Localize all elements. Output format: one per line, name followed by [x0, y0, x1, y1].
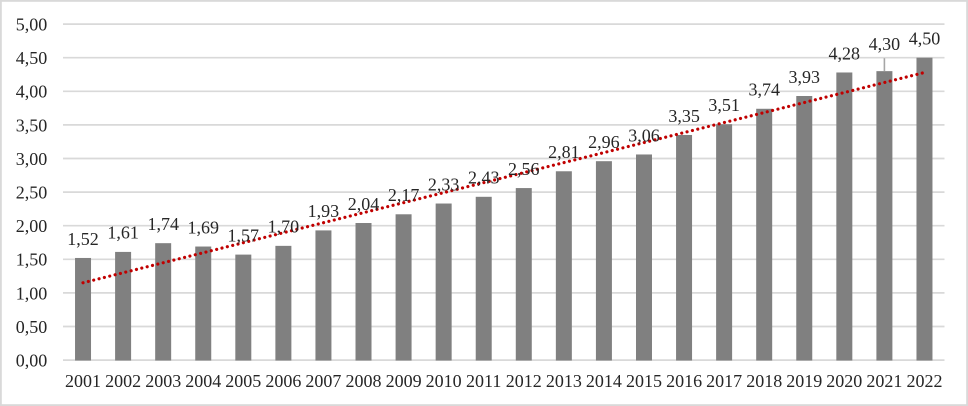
svg-text:3,35: 3,35: [668, 106, 700, 126]
svg-text:2,17: 2,17: [388, 185, 420, 205]
svg-text:2003: 2003: [145, 371, 181, 391]
svg-text:2022: 2022: [907, 371, 943, 391]
svg-text:2012: 2012: [506, 371, 542, 391]
svg-text:2009: 2009: [386, 371, 422, 391]
svg-text:1,69: 1,69: [187, 217, 219, 237]
svg-text:2021: 2021: [866, 371, 902, 391]
svg-text:2,56: 2,56: [508, 159, 540, 179]
svg-text:4,30: 4,30: [869, 34, 901, 54]
svg-text:2008: 2008: [346, 371, 382, 391]
svg-text:2001: 2001: [65, 371, 101, 391]
svg-text:1,61: 1,61: [107, 223, 139, 243]
svg-text:4,50: 4,50: [909, 29, 941, 49]
svg-text:3,06: 3,06: [628, 125, 660, 145]
svg-text:2005: 2005: [225, 371, 261, 391]
svg-text:2,43: 2,43: [468, 168, 500, 188]
svg-text:1,52: 1,52: [67, 229, 99, 249]
svg-text:3,51: 3,51: [708, 95, 740, 115]
svg-text:1,57: 1,57: [228, 225, 260, 245]
svg-text:5,00: 5,00: [16, 15, 48, 35]
svg-text:1,93: 1,93: [308, 201, 340, 221]
svg-text:2002: 2002: [105, 371, 141, 391]
svg-text:2,04: 2,04: [348, 194, 380, 214]
svg-text:2010: 2010: [426, 371, 462, 391]
svg-text:4,00: 4,00: [16, 82, 48, 102]
svg-text:2014: 2014: [586, 371, 622, 391]
svg-text:2,33: 2,33: [428, 174, 460, 194]
svg-text:0,50: 0,50: [16, 317, 48, 337]
svg-text:1,50: 1,50: [16, 250, 48, 270]
svg-text:2011: 2011: [466, 371, 501, 391]
svg-text:3,74: 3,74: [748, 80, 780, 100]
svg-text:2004: 2004: [185, 371, 221, 391]
svg-text:3,93: 3,93: [789, 67, 821, 87]
svg-text:2018: 2018: [746, 371, 782, 391]
svg-text:3,00: 3,00: [16, 149, 48, 169]
svg-text:1,74: 1,74: [147, 214, 179, 234]
svg-text:2006: 2006: [265, 371, 301, 391]
svg-text:2017: 2017: [706, 371, 742, 391]
svg-text:2016: 2016: [666, 371, 702, 391]
svg-text:3,50: 3,50: [16, 115, 48, 135]
svg-text:2,81: 2,81: [548, 142, 580, 162]
svg-text:2,50: 2,50: [16, 183, 48, 203]
svg-text:2013: 2013: [546, 371, 582, 391]
svg-text:4,50: 4,50: [16, 48, 48, 68]
svg-text:2020: 2020: [826, 371, 862, 391]
svg-text:4,28: 4,28: [829, 43, 861, 63]
svg-text:1,70: 1,70: [268, 217, 300, 237]
svg-text:1,00: 1,00: [16, 283, 48, 303]
svg-text:2015: 2015: [626, 371, 662, 391]
svg-text:0,00: 0,00: [16, 351, 48, 371]
svg-text:2007: 2007: [305, 371, 341, 391]
svg-text:2019: 2019: [786, 371, 822, 391]
svg-text:2,96: 2,96: [588, 132, 620, 152]
svg-text:2,00: 2,00: [16, 216, 48, 236]
